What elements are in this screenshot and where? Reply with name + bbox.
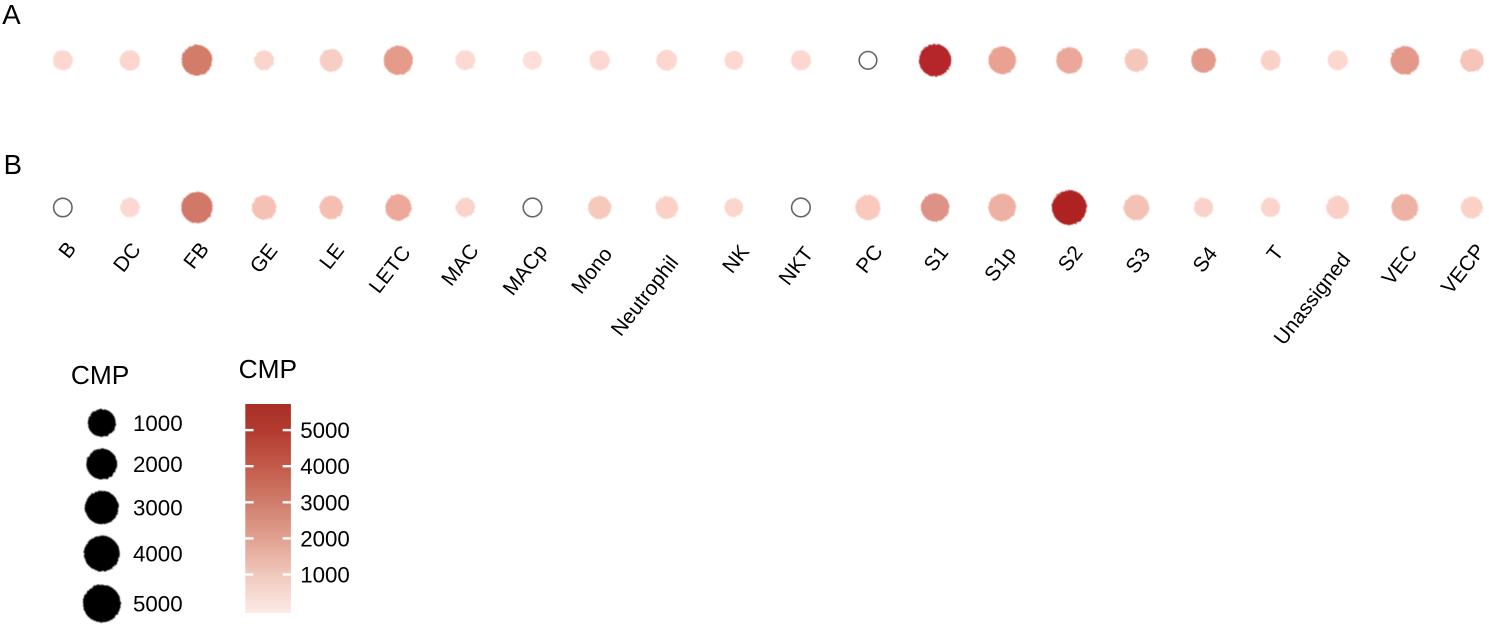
- svg-text:2000: 2000: [133, 452, 183, 477]
- svg-text:4000: 4000: [133, 542, 183, 567]
- svg-text:3000: 3000: [300, 490, 350, 515]
- svg-text:5000: 5000: [300, 418, 350, 443]
- svg-text:B: B: [4, 149, 22, 180]
- svg-text:3000: 3000: [133, 496, 183, 521]
- svg-text:1000: 1000: [300, 563, 350, 588]
- svg-text:CMP: CMP: [71, 360, 129, 390]
- svg-text:4000: 4000: [300, 454, 350, 479]
- svg-text:CMP: CMP: [239, 354, 297, 384]
- svg-text:1000: 1000: [133, 411, 183, 436]
- svg-text:5000: 5000: [133, 592, 183, 617]
- svg-text:2000: 2000: [300, 526, 350, 551]
- svg-text:A: A: [2, 0, 21, 30]
